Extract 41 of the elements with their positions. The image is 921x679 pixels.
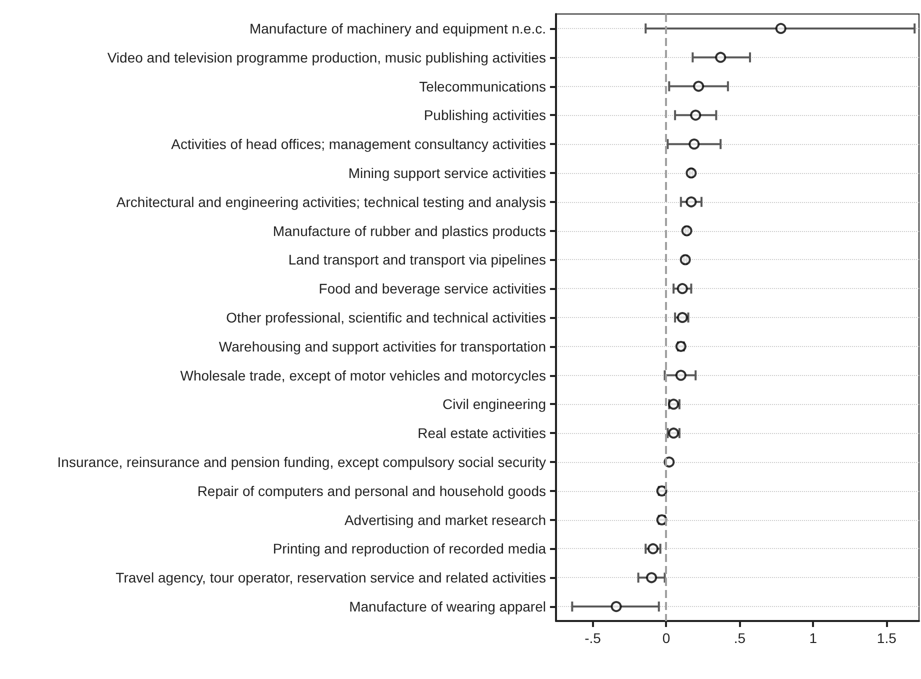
x-tick-label: .5 (734, 630, 746, 646)
y-tick-label: Warehousing and support activities for transportation (218, 338, 546, 354)
x-tick-label: -.5 (584, 630, 602, 646)
y-tick-label: Activities of head offices; management consultancy activities (171, 136, 546, 152)
y-tick-label: Food and beverage service activities (318, 280, 546, 297)
point (680, 254, 691, 266)
y-tick-label: Civil engineering (442, 396, 546, 412)
y-tick-label: Other professional, scientific and technical activities (226, 310, 546, 326)
point (693, 80, 704, 92)
point (686, 196, 697, 208)
y-tick-label: Publishing activities (424, 107, 546, 124)
point (681, 225, 692, 236)
y-tick-label: Real estate activities (418, 425, 546, 442)
point (646, 572, 658, 584)
y-tick-label: Video and television programme production, music publishing activities (107, 49, 546, 66)
point (675, 370, 686, 381)
point (688, 138, 700, 150)
y-tick-label: Insurance, reinsurance and pension funding, except compulsory social security (57, 454, 546, 470)
point (648, 543, 658, 554)
y-tick-label: Printing and reproduction of recorded media (272, 540, 546, 557)
point (686, 167, 697, 178)
point (676, 312, 688, 323)
y-tick-label: Telecommunications (419, 78, 546, 94)
point (676, 283, 688, 294)
y-tick-label: Repair of computers and personal and household goods (197, 482, 546, 499)
y-tick-label: Advertising and market research (344, 512, 546, 528)
point (775, 22, 786, 34)
y-tick-label: Land transport and transport via pipelines (288, 252, 546, 268)
point (690, 110, 702, 121)
x-tick-label: 1.5 (876, 630, 897, 646)
y-tick-label: Mining support service activities (348, 164, 546, 181)
y-tick-label: Manufacture of rubber and plastics products (272, 222, 546, 239)
x-tick-label: 0 (662, 630, 670, 646)
y-tick-label: Wholesale trade, except of motor vehicles and motorcycles (180, 367, 546, 384)
x-tick-label: 1 (809, 630, 818, 646)
y-tick-label: Travel agency, tour operator, reservation service and related activities (116, 570, 546, 586)
y-tick-label: Manufacture of machinery and equipment n.e.c. (249, 20, 546, 36)
point (610, 601, 622, 612)
y-tick-label: Architectural and engineering activities; technical testing and analysis (116, 194, 546, 210)
y-tick-label: Manufacture of wearing apparel (349, 598, 546, 615)
point (715, 52, 726, 63)
